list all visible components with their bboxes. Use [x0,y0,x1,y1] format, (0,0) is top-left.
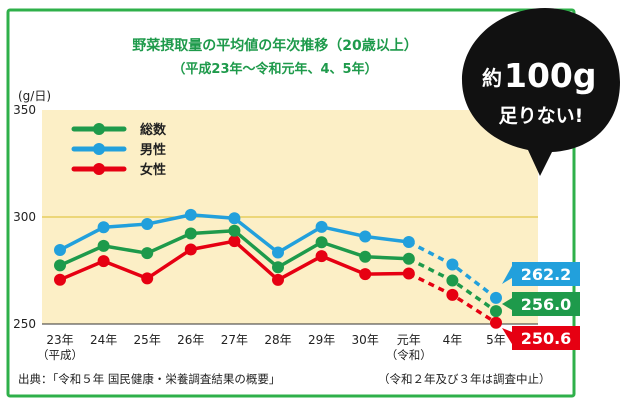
series-layer [54,208,502,329]
data-point [141,218,154,231]
x-tick-label: 4年 [443,333,463,347]
series-0 [54,224,502,318]
data-point [490,305,502,318]
end-label-box [512,326,580,350]
end-label-pointer [502,266,512,284]
y-tick-label: 350 [13,103,36,117]
end-label-text: 250.6 [521,329,572,348]
survey-note: （令和２年及び３年は調査中止） [378,372,551,386]
x-tick-label: 元年 [397,333,421,347]
callout-shape [462,8,620,176]
data-point [446,258,459,271]
data-point [402,252,415,265]
x-tick-label: 27年 [221,333,248,347]
y-axis-label: (g/日) [18,89,51,103]
data-point [97,239,110,252]
data-point [184,208,197,221]
end-label: 250.6 [502,326,580,350]
data-point [315,250,328,263]
callout-prefix: 約 [482,66,502,90]
data-point [184,243,197,256]
x-tick-label: 26年 [177,333,204,347]
chart-title: 野菜摂取量の平均値の年次推移（20歳以上） [132,37,417,54]
data-point [446,288,459,301]
end-label-box [512,292,580,316]
callout-line2: 足りない! [499,105,584,127]
data-point [141,247,154,260]
data-point [54,259,66,272]
callout-bubble: 約 100g 足りない! [462,8,620,176]
series-2 [54,235,502,329]
data-point [54,273,66,286]
series-1 [54,208,502,304]
data-point [315,220,328,233]
data-point [359,268,372,281]
x-tick-label: 5年 [486,333,506,347]
legend-label: 総数 [140,122,167,138]
end-label-text: 256.0 [521,295,572,314]
data-point [446,274,459,287]
data-point [97,221,110,234]
source-note: 出典：「令和５年 国民健康・栄養調査結果の概要」 [18,372,280,386]
end-labels: 262.2 256.0 250.6 [502,262,580,350]
end-label-pointer [502,328,512,344]
data-point [490,291,502,304]
legend-label: 男性 [140,142,166,158]
y-tick-label: 250 [13,317,36,331]
data-point [184,227,197,240]
data-point [402,236,415,249]
data-point [272,261,284,274]
end-label: 262.2 [502,262,580,286]
x-tick-sublabel: （平成） [37,348,83,362]
data-point [228,224,241,237]
data-point [97,255,110,268]
data-point [359,250,372,263]
legend-label: 女性 [140,162,166,178]
data-point [54,243,66,256]
callout-amount: 100g [504,56,597,95]
y-ticks: 250 300 350 [13,103,36,331]
x-tick-sublabel: （令和） [386,348,432,362]
end-label-box [512,262,580,286]
data-point [141,272,154,285]
x-tick-label: 28年 [264,333,291,347]
y-tick-label: 300 [13,210,36,224]
data-point [228,212,241,225]
legend-marker [93,143,105,155]
legend-marker [93,163,105,175]
data-point [359,230,372,243]
x-tick-label: 23年 [46,333,73,347]
x-tick-label: 24年 [90,333,117,347]
data-point [490,316,502,329]
data-point [228,235,241,248]
x-tick-label: 29年 [308,333,335,347]
data-point [402,267,415,280]
end-label: 256.0 [502,292,580,316]
x-tick-label: 30年 [352,333,379,347]
end-label-text: 262.2 [521,265,572,284]
x-tick-label: 25年 [134,333,161,347]
data-point [272,246,284,259]
end-label-pointer [502,298,512,310]
x-ticks: 23年（平成） 24年 25年 26年 27年 28年 29年 30年 元年（令和） 4年 5年 [37,333,506,362]
chart-subtitle: （平成23年〜令和元年、4、5年） [172,61,377,77]
legend-marker [93,123,105,135]
data-point [315,236,328,249]
data-point [272,273,284,286]
